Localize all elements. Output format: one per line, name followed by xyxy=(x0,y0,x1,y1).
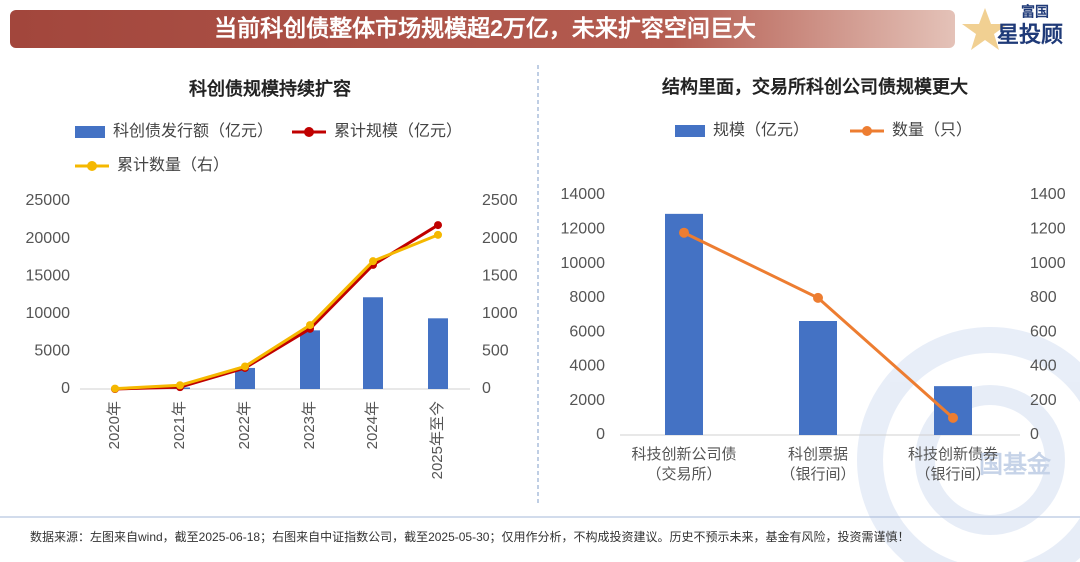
y2-tick-label: 2500 xyxy=(482,192,518,209)
y2-tick-label: 600 xyxy=(1030,323,1057,340)
y-tick-label: 6000 xyxy=(569,323,605,340)
point xyxy=(813,292,823,303)
legend-label: 科创债发行额（亿元） xyxy=(113,122,273,140)
y-tick-label: 8000 xyxy=(569,289,605,306)
chart-title: 结构里面，交易所科创公司债规模更大 xyxy=(662,76,968,97)
bar xyxy=(235,367,255,389)
header-banner xyxy=(10,10,955,48)
legend-label: 累计规模（亿元） xyxy=(334,122,462,140)
y2-tick-label: 0 xyxy=(1030,426,1039,443)
point xyxy=(369,257,377,266)
logo-line1: 富国 xyxy=(1021,4,1049,20)
line xyxy=(114,233,439,391)
logo-line2: 星投顾 xyxy=(997,22,1063,47)
y-tick-label: 5000 xyxy=(34,343,70,360)
bar xyxy=(300,330,320,389)
bar xyxy=(363,297,383,389)
bar xyxy=(665,213,703,435)
x-tick-label: 2021年 xyxy=(171,401,188,449)
legend-swatch xyxy=(75,126,105,138)
legend-label: 数量（只） xyxy=(892,121,972,139)
watermark: 国基金 xyxy=(979,450,1052,478)
legend-label: 规模（亿元） xyxy=(713,121,809,139)
point xyxy=(306,321,314,330)
footer-text: 数据来源：左图来自wind，截至2025-06-18；右图来自中证指数公司，截至… xyxy=(30,529,909,544)
x-tick-label: 2024年 xyxy=(364,401,381,449)
y2-tick-label: 500 xyxy=(482,343,509,360)
x-tick-label: 科技创新债券（银行间） xyxy=(908,446,998,483)
point xyxy=(241,362,249,371)
y2-tick-label: 800 xyxy=(1030,289,1057,306)
line xyxy=(114,223,439,391)
header-title: 当前科创债整体市场规模超2万亿，未来扩容空间巨大 xyxy=(214,15,756,41)
y2-tick-label: 200 xyxy=(1030,392,1057,409)
bar xyxy=(428,318,448,389)
legend-label: 累计数量（右） xyxy=(117,156,229,174)
point xyxy=(434,230,442,239)
point xyxy=(176,381,184,390)
legend-swatch xyxy=(675,125,705,137)
y-tick-label: 0 xyxy=(61,380,70,397)
x-tick-label: 科技创新公司债（交易所） xyxy=(631,446,736,483)
y-tick-label: 2000 xyxy=(569,392,605,409)
y-tick-label: 0 xyxy=(596,426,605,443)
y2-tick-label: 1500 xyxy=(482,267,518,284)
bar xyxy=(934,386,972,435)
legend-swatch xyxy=(862,126,872,136)
x-tick-label: 2022年 xyxy=(236,401,253,449)
point xyxy=(679,227,689,238)
logo-star xyxy=(962,8,1008,50)
y2-tick-label: 1000 xyxy=(482,305,518,322)
point xyxy=(948,412,958,423)
y2-tick-label: 1000 xyxy=(1030,255,1066,272)
y-tick-label: 20000 xyxy=(26,230,71,247)
y2-tick-label: 0 xyxy=(482,380,491,397)
y-tick-label: 14000 xyxy=(561,186,606,203)
x-tick-label: 2020年 xyxy=(106,401,123,449)
y-tick-label: 10000 xyxy=(26,305,71,322)
watermark-rings xyxy=(857,327,1080,562)
x-tick-label: 2025年至今 xyxy=(429,401,446,479)
y-tick-label: 4000 xyxy=(569,358,605,375)
y2-tick-label: 2000 xyxy=(482,230,518,247)
y2-tick-label: 400 xyxy=(1030,358,1057,375)
legend-swatch xyxy=(87,161,97,171)
y2-tick-label: 1200 xyxy=(1030,221,1066,238)
y-tick-label: 10000 xyxy=(561,255,606,272)
y2-tick-label: 1400 xyxy=(1030,186,1066,203)
y-tick-label: 12000 xyxy=(561,221,606,238)
point xyxy=(111,384,119,393)
bar xyxy=(799,321,837,435)
x-tick-label: 2023年 xyxy=(301,401,318,449)
chart-title: 科创债规模持续扩容 xyxy=(189,78,351,99)
x-tick-label: 科创票据（银行间） xyxy=(780,446,855,483)
y-tick-label: 25000 xyxy=(26,192,71,209)
point xyxy=(434,221,442,230)
y-tick-label: 15000 xyxy=(26,267,71,284)
legend-swatch xyxy=(304,127,314,137)
